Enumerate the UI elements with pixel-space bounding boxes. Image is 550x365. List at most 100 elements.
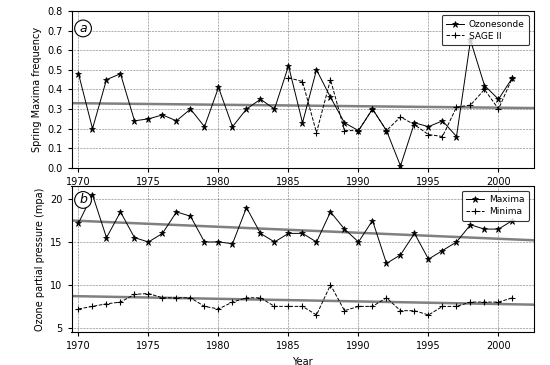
SAGE II	[313, 130, 320, 135]
Ozonesonde	[103, 77, 110, 82]
Minima	[467, 300, 474, 304]
Maxima	[103, 235, 110, 240]
Minima	[355, 304, 362, 308]
Ozonesonde	[425, 124, 432, 129]
Maxima	[467, 223, 474, 227]
Maxima	[439, 248, 446, 253]
Minima	[271, 304, 278, 308]
Minima	[243, 296, 250, 300]
Maxima	[453, 240, 460, 244]
Ozonesonde	[131, 119, 138, 123]
SAGE II	[481, 87, 488, 92]
Maxima	[215, 240, 222, 244]
X-axis label: Year: Year	[292, 357, 313, 365]
Ozonesonde	[369, 107, 376, 111]
Minima	[439, 304, 446, 308]
Text: b: b	[79, 193, 87, 207]
Maxima	[145, 240, 152, 244]
Text: a: a	[79, 22, 87, 35]
Maxima	[229, 242, 236, 246]
SAGE II	[355, 128, 362, 133]
Minima	[481, 300, 488, 304]
SAGE II	[439, 134, 446, 139]
Minima	[215, 307, 222, 311]
Minima	[411, 308, 418, 313]
Ozonesonde	[411, 120, 418, 125]
Maxima	[285, 231, 292, 235]
SAGE II	[411, 123, 418, 127]
SAGE II	[425, 132, 432, 137]
Ozonesonde	[201, 124, 208, 129]
Ozonesonde	[439, 119, 446, 123]
Minima	[397, 308, 404, 313]
Minima	[453, 304, 460, 308]
Minima	[383, 296, 390, 300]
Minima	[89, 304, 96, 308]
Ozonesonde	[145, 117, 152, 121]
Maxima	[201, 240, 208, 244]
Maxima	[383, 261, 390, 266]
Maxima	[509, 218, 516, 223]
Ozonesonde	[285, 64, 292, 68]
Minima	[229, 300, 236, 304]
Minima	[299, 304, 306, 308]
Ozonesonde	[383, 128, 390, 133]
SAGE II	[509, 76, 516, 80]
Maxima	[397, 253, 404, 257]
Maxima	[495, 227, 502, 231]
Minima	[159, 296, 166, 300]
Maxima	[187, 214, 194, 218]
Maxima	[327, 210, 334, 214]
SAGE II	[383, 128, 390, 133]
Minima	[495, 300, 502, 304]
Minima	[173, 296, 180, 300]
Ozonesonde	[495, 97, 502, 101]
X-axis label: Year: Year	[292, 192, 313, 203]
Maxima	[341, 227, 348, 231]
Maxima	[117, 210, 124, 214]
Y-axis label: Spring Maxima frequency: Spring Maxima frequency	[31, 27, 42, 152]
Maxima	[355, 240, 362, 244]
Ozonesonde	[467, 38, 474, 43]
Maxima	[159, 231, 166, 235]
Line: SAGE II: SAGE II	[285, 74, 515, 140]
Maxima	[131, 235, 138, 240]
Ozonesonde	[159, 113, 166, 117]
Minima	[103, 301, 110, 306]
Ozonesonde	[89, 126, 96, 131]
Maxima	[299, 231, 306, 235]
Maxima	[411, 231, 418, 235]
SAGE II	[369, 107, 376, 111]
Ozonesonde	[215, 85, 222, 90]
SAGE II	[397, 115, 404, 119]
Ozonesonde	[397, 164, 404, 168]
Line: Ozonesonde: Ozonesonde	[75, 37, 515, 169]
Minima	[75, 307, 82, 311]
Ozonesonde	[481, 83, 488, 88]
Ozonesonde	[299, 120, 306, 125]
Minima	[313, 313, 320, 317]
Minima	[187, 296, 194, 300]
Line: Maxima: Maxima	[75, 192, 515, 266]
SAGE II	[453, 105, 460, 109]
Ozonesonde	[257, 97, 264, 101]
Minima	[425, 313, 432, 317]
Legend: Maxima, Minima: Maxima, Minima	[462, 191, 529, 221]
Ozonesonde	[229, 124, 236, 129]
Maxima	[369, 218, 376, 223]
Y-axis label: Ozone partial pressure (mpa): Ozone partial pressure (mpa)	[35, 188, 45, 331]
Maxima	[75, 221, 82, 225]
Minima	[201, 304, 208, 308]
Ozonesonde	[117, 72, 124, 76]
Minima	[131, 292, 138, 296]
Minima	[327, 283, 334, 287]
Maxima	[271, 240, 278, 244]
Maxima	[313, 240, 320, 244]
SAGE II	[299, 79, 306, 84]
Ozonesonde	[453, 134, 460, 139]
Minima	[341, 308, 348, 313]
SAGE II	[495, 107, 502, 111]
Minima	[117, 300, 124, 304]
Line: Minima: Minima	[75, 282, 515, 318]
Maxima	[257, 231, 264, 235]
